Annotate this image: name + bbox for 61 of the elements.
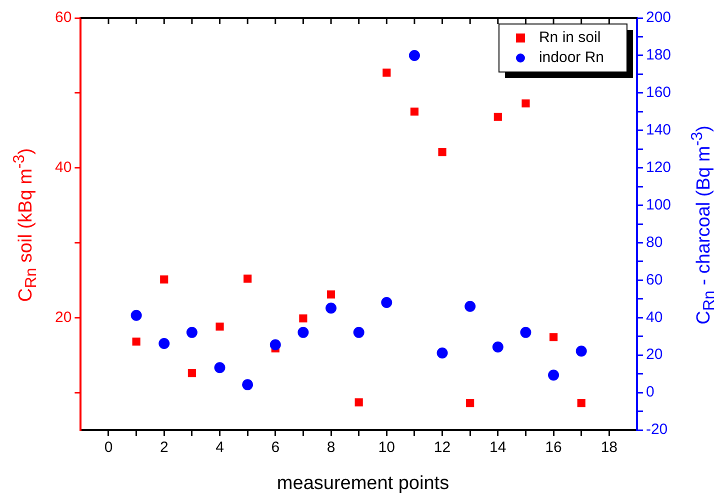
y2-tick-label: 40	[646, 308, 663, 326]
point	[466, 398, 474, 408]
point	[382, 68, 391, 77]
point	[158, 338, 170, 349]
point	[438, 148, 446, 156]
point	[436, 348, 448, 359]
point	[576, 346, 587, 357]
x-tick-label: 16	[545, 439, 562, 456]
y2-tick-label: 80	[646, 234, 663, 251]
point	[270, 339, 281, 350]
point	[408, 50, 420, 61]
point	[326, 290, 336, 298]
point	[132, 338, 140, 346]
point	[494, 112, 502, 121]
y-tick-label: 40	[54, 158, 72, 176]
point	[410, 108, 418, 116]
point	[160, 275, 168, 284]
y2-tick-label: 160	[646, 84, 672, 102]
x-tick-label: 4	[216, 439, 224, 456]
y2-tick-label: 60	[646, 271, 663, 288]
x-tick-label: 6	[271, 439, 280, 456]
point	[242, 379, 254, 390]
y2-tick-label: -20	[646, 421, 668, 438]
x-tick-label: 10	[378, 439, 395, 456]
point	[577, 398, 586, 408]
x-tick-label: 8	[326, 439, 336, 456]
x-axis-title: measurement points	[276, 473, 450, 495]
y2-tick-label: 20	[646, 346, 663, 364]
y-tick-label: 60	[54, 9, 72, 26]
point	[549, 333, 558, 342]
point	[464, 300, 476, 312]
y2-tick-label: 120	[646, 158, 672, 176]
y2-tick-label: 0	[646, 384, 654, 401]
point	[492, 342, 504, 353]
point	[326, 302, 337, 314]
x-tick-label: 2	[160, 439, 168, 456]
point	[522, 99, 530, 108]
point	[214, 362, 226, 374]
y2-tick-label: 200	[646, 9, 672, 26]
point	[354, 398, 363, 406]
y2-tick-label: 140	[646, 122, 672, 139]
x-tick-label: 14	[490, 439, 506, 456]
x-tick-label: 12	[434, 439, 451, 456]
point	[186, 326, 198, 338]
point	[299, 314, 308, 322]
x-tick-label: 18	[600, 439, 618, 456]
x-tick-label: 0	[104, 439, 113, 456]
point	[244, 274, 252, 283]
legend-label: indoor Rn	[538, 49, 604, 66]
y2-tick-label: 100	[646, 196, 672, 214]
point	[130, 310, 142, 321]
y2-tick-label: 180	[646, 46, 672, 64]
point	[548, 370, 560, 381]
point	[188, 369, 196, 378]
point	[298, 326, 309, 338]
point	[353, 326, 364, 338]
y-tick-label: 20	[54, 308, 72, 326]
point	[520, 326, 532, 338]
point	[216, 322, 224, 331]
point	[381, 296, 392, 308]
legend-label: Rn in soil	[538, 29, 601, 46]
